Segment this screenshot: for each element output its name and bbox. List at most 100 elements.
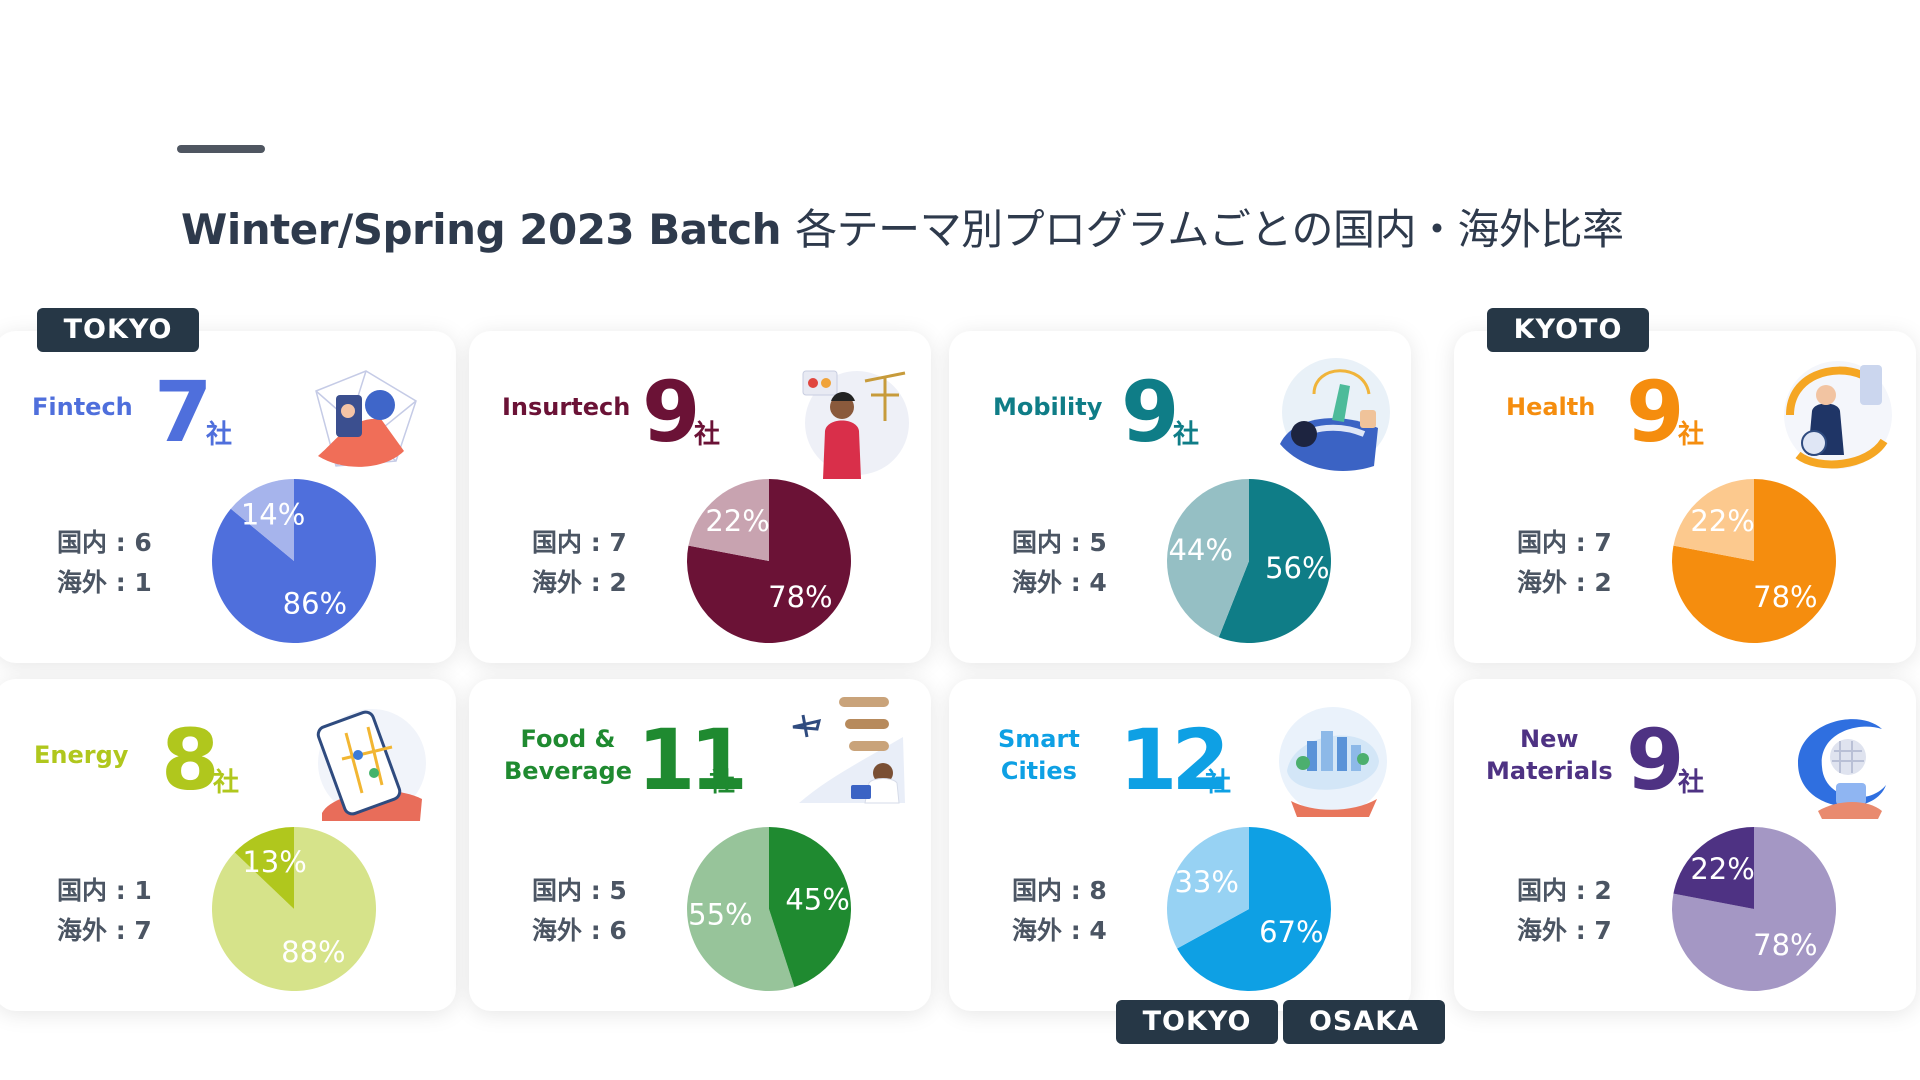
company-unit: 社 [1173,420,1200,450]
ratio-text: 国内 : 5 海外 : 4 [1012,523,1107,603]
card-smart-cities: Smart Cities 12 社 国内 : 8 海外 : 4 67% 33% [949,679,1411,1011]
pie-label-海外: 33% [1174,865,1238,899]
card-new-materials: New Materials 9 社 国内 : 2 海外 : 7 78% 22% [1454,679,1916,1011]
company-unit: 社 [213,768,240,798]
pie-slice-国内 [1673,827,1754,909]
pie-label-海外: 78% [1753,928,1817,962]
domestic-count: 国内 : 1 [57,876,152,905]
pie-label-海外: 22% [1690,504,1754,538]
insurtech-illustration [802,370,909,479]
pie-chart: 78% 22% [686,479,851,643]
health-illustration [1784,361,1892,469]
pie-slice-国内 [1218,479,1332,643]
overseas-count: 海外 : 4 [1012,568,1107,597]
pie-chart: 67% 33% [1166,827,1331,991]
new-materials-illustration [1798,719,1886,819]
company-unit: 社 [694,420,721,450]
pie-chart: 88% 13% [212,827,377,991]
overseas-count: 海外 : 7 [1517,916,1612,945]
food-beverage-illustration [792,697,905,804]
theme-label: Food & Beverage [504,723,632,787]
pie-slice-海外 [230,479,294,561]
theme-label-line2: Materials [1486,757,1613,785]
company-count: 7 [154,363,213,461]
ratio-text: 国内 : 7 海外 : 2 [532,523,627,603]
pie-label-国内: 86% [283,587,347,621]
pie-label-海外: 14% [241,498,305,532]
domestic-count: 国内 : 7 [532,528,627,557]
pie-chart: 86% 14% [212,479,377,643]
pie-slice-海外 [1673,479,1754,561]
pie-chart: 78% 22% [1671,479,1836,643]
pie-slice-海外 [687,827,795,991]
overseas-count: 海外 : 6 [532,916,627,945]
card-food-beverage: Food & Beverage 11 社 国内 : 5 海外 : 6 45% 55… [469,679,931,1011]
pie-chart: 45% 55% [687,827,852,991]
pie-slice-国内 [212,479,377,643]
ratio-text: 国内 : 6 海外 : 1 [57,523,152,603]
pie-slice-海外 [1166,827,1249,949]
company-count: 9 [1121,363,1180,461]
pie-label-国内: 45% [785,882,849,916]
theme-label: Mobility [993,393,1103,421]
theme-label: Fintech [32,393,133,421]
domestic-count: 国内 : 7 [1517,528,1612,557]
company-unit: 社 [709,768,736,798]
card-fintech: Fintech 7 社 国内 : 6 海外 : 1 86% 14% [0,331,456,663]
overseas-count: 海外 : 2 [1517,568,1612,597]
company-unit: 社 [1678,420,1705,450]
overseas-count: 海外 : 7 [57,916,152,945]
city-tag-tokyo: TOKYO [37,308,199,352]
company-count: 8 [161,711,220,809]
theme-label-line1: Smart [998,725,1080,753]
overseas-count: 海外 : 4 [1012,916,1107,945]
ratio-text: 国内 : 1 海外 : 7 [57,871,152,951]
mobility-illustration [1280,358,1390,471]
pie-slice-海外 [1671,827,1836,991]
pie-label-国内: 78% [768,580,832,614]
domestic-count: 国内 : 5 [1012,528,1107,557]
pie-chart: 56% 44% [1167,479,1332,643]
company-count: 9 [642,363,701,461]
ratio-text: 国内 : 2 海外 : 7 [1517,871,1612,951]
overseas-count: 海外 : 1 [57,568,152,597]
pie-label-国内: 22% [1690,852,1754,886]
page-title-sub: 各テーマ別プログラムごとの国内・海外比率 [795,205,1624,254]
page-title-main: Winter/Spring 2023 Batch [181,205,782,254]
theme-label: Insurtech [502,393,631,421]
company-unit: 社 [206,420,233,450]
pie-label-国内: 78% [1753,580,1817,614]
card-mobility: Mobility 9 社 国内 : 5 海外 : 4 56% 44% [949,331,1411,663]
theme-label-line1: New [1520,725,1579,753]
company-count: 9 [1626,711,1685,809]
pie-slice-海外 [688,479,769,561]
pie-label-海外: 44% [1168,533,1232,567]
ratio-text: 国内 : 8 海外 : 4 [1012,871,1107,951]
page-title: Winter/Spring 2023 Batch 各テーマ別プログラムごとの国内… [181,196,1624,257]
theme-label: Smart Cities [998,723,1080,787]
pie-label-海外: 88% [281,935,345,969]
theme-label-line2: Cities [1000,757,1077,785]
theme-label-line1: Food & [520,725,616,753]
city-tag-tokyo-smart-cities: TOKYO [1116,1000,1278,1044]
pie-label-海外: 22% [705,504,769,538]
pie-slice-海外 [1167,479,1249,638]
company-count: 11 [637,711,748,809]
domestic-count: 国内 : 8 [1012,876,1107,905]
domestic-count: 国内 : 6 [57,528,152,557]
city-tag-osaka: OSAKA [1283,1000,1445,1044]
card-insurtech: Insurtech 9 社 国内 : 7 海外 : 2 78% 22% [469,331,931,663]
card-health: Health 9 社 国内 : 7 海外 : 2 78% 22% [1454,331,1916,663]
pie-slice-国内 [1177,827,1331,991]
company-unit: 社 [1678,768,1705,798]
pie-label-海外: 55% [688,898,752,932]
pie-slice-国内 [686,479,851,643]
theme-label: New Materials [1486,723,1613,787]
domestic-count: 国内 : 2 [1517,876,1612,905]
company-count: 12 [1119,711,1230,809]
pie-chart: 78% 22% [1671,827,1836,991]
fintech-illustration [315,370,417,467]
theme-label-line2: Beverage [504,757,632,785]
company-count: 9 [1626,363,1685,461]
pie-label-国内: 56% [1265,551,1329,585]
